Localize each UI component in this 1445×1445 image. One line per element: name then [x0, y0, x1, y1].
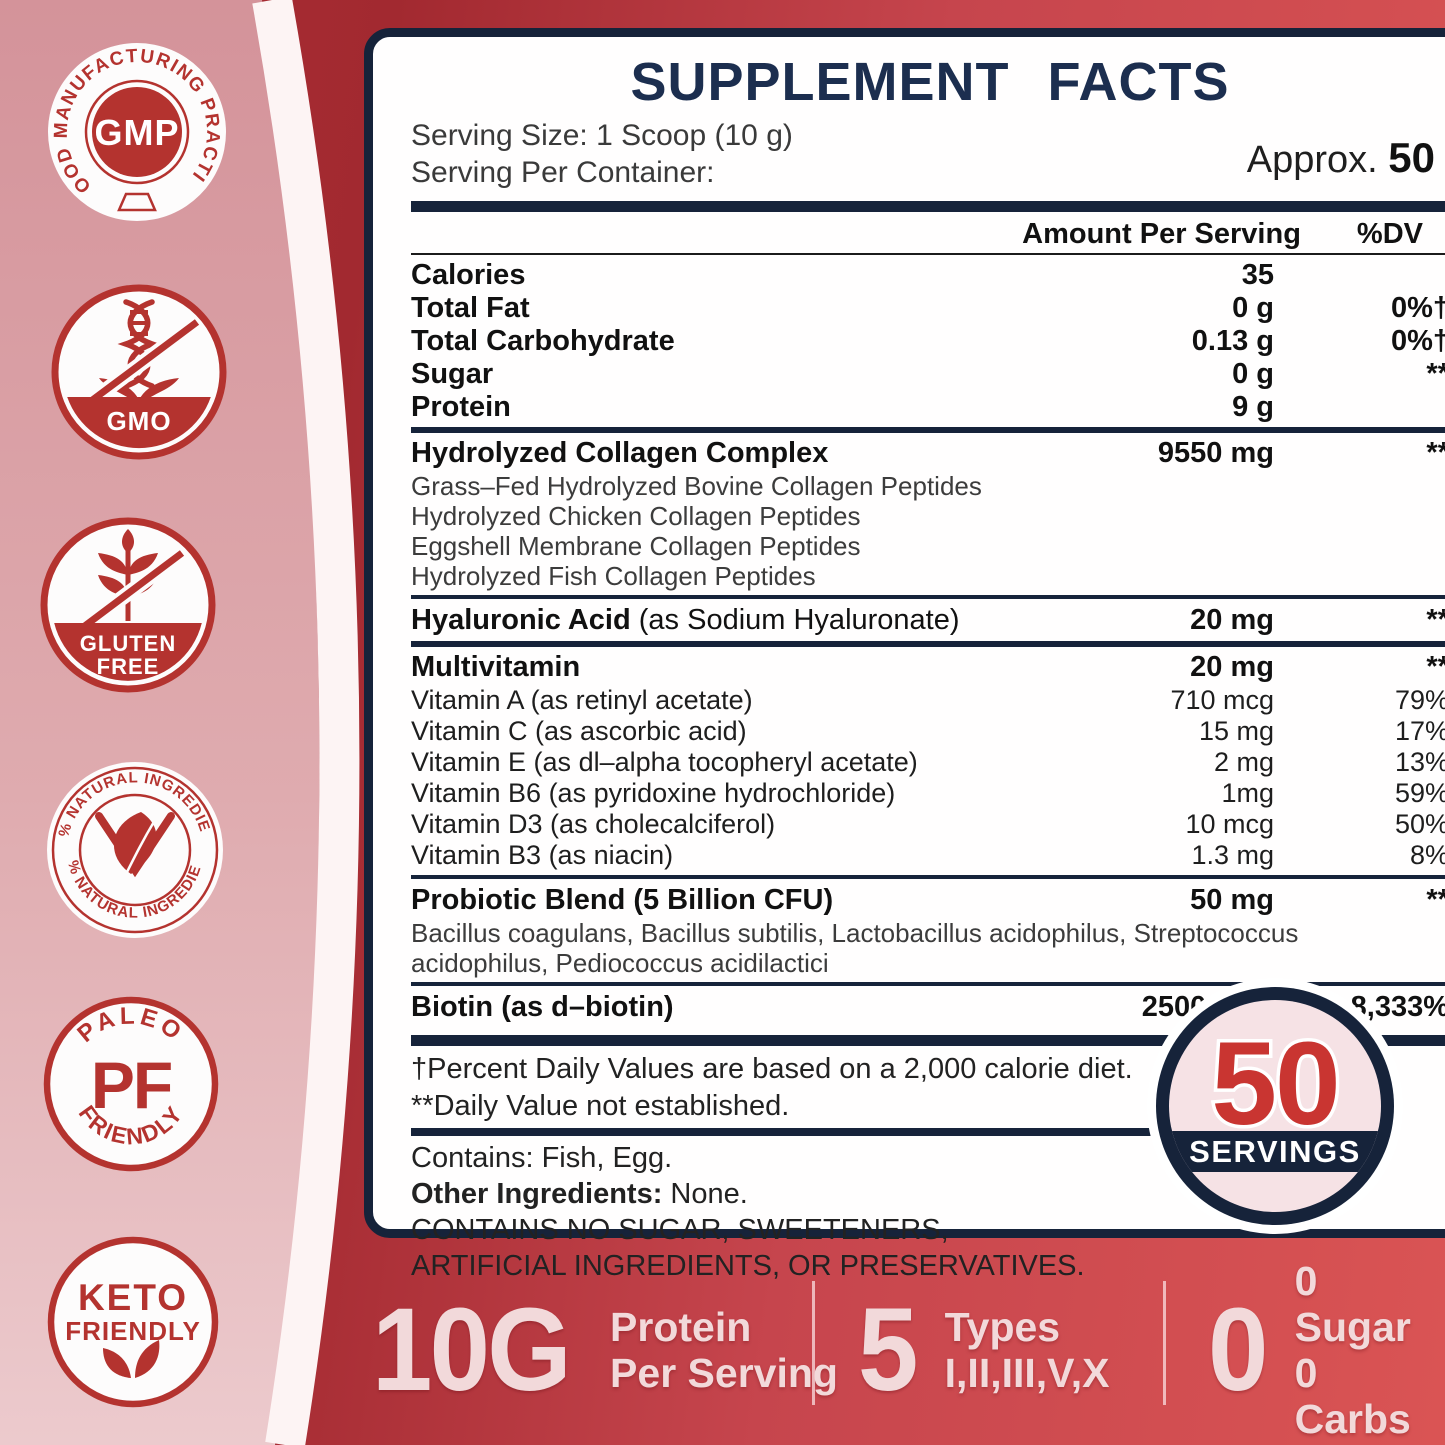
divider-thick — [411, 201, 1445, 212]
supplement-facts-panel: SUPPLEMENT FACTS Serving Size: 1 Scoop (… — [364, 28, 1445, 1282]
banner-types-value: 5 — [858, 1284, 918, 1416]
vitamin-row: Vitamin E (as dl–alpha tocopheryl acetat… — [411, 747, 1445, 777]
vitamin-row: Vitamin C (as ascorbic acid) 15 mg 17% — [411, 716, 1445, 746]
footnote-nde: **Daily Value not established. — [411, 1090, 790, 1122]
divider — [411, 427, 1445, 433]
vitamin-row: Vitamin A (as retinyl acetate) 710 mcg 79% — [411, 685, 1445, 715]
divider — [411, 595, 1445, 599]
keto-line1: KETO — [78, 1277, 188, 1318]
servings-count-badge: 50 SERVINGS — [1147, 978, 1403, 1234]
collagen-sub: Grass–Fed Hydrolyzed Bovine Collagen Pep… — [411, 471, 982, 501]
gluten-free-badge: GLUTEN FREE — [40, 517, 216, 693]
servings-value: 50 — [1388, 134, 1435, 181]
column-header: Amount Per Serving %DV — [411, 216, 1445, 252]
probiotic-sub: Bacillus coagulans, Bacillus subtilis, L… — [411, 918, 1299, 978]
vitamin-row: Vitamin B3 (as niacin)1.3 mg8% — [411, 840, 1445, 870]
servings-per-container: Serving Per Container: — [411, 156, 715, 189]
table-row: Protein 9 g — [411, 391, 1274, 423]
no-additives-claim: CONTAINS NO SUGAR, SWEETENERS, — [411, 1214, 949, 1246]
servings-approx: Approx. 50 — [1246, 134, 1435, 181]
banner-zero: 0 0 Sugar 0 Carbs — [1208, 1258, 1411, 1442]
vitamin-row: Vitamin D3 (as cholecalciferol) 10 mcg 50% — [411, 809, 1445, 839]
gmp-center-text: GMP — [94, 112, 179, 153]
col-dv-label: %DV — [1356, 218, 1423, 250]
banner-protein-value: 10G — [372, 1284, 572, 1416]
table-row: Total Carbohydrate 0.13 g 0%† — [411, 325, 1445, 357]
col-amount-label: Amount Per Serving — [1022, 218, 1301, 250]
natural-ingredients-badge: 100% NATURAL INGREDIENTS 100% NATURAL IN… — [47, 762, 223, 938]
other-ingredients: Other Ingredients: None. — [411, 1178, 748, 1210]
collagen-sub: Eggshell Membrane Collagen Peptides — [411, 531, 861, 561]
divider — [411, 982, 1445, 986]
servings-band — [1169, 1131, 1381, 1172]
serving-info: Serving Size: 1 Scoop (10 g) Serving Per… — [411, 117, 1445, 191]
banner-zero-value: 0 — [1208, 1284, 1268, 1416]
divider — [411, 875, 1445, 879]
servings-number: 50 — [1211, 1018, 1338, 1150]
keto-friendly-badge: KETO FRIENDLY — [47, 1236, 219, 1408]
vitamin-row: Vitamin B6 (as pyridoxine hydrochloride)… — [411, 778, 1445, 808]
paleo-center-text: PF — [91, 1048, 171, 1122]
divider-short — [411, 1128, 1194, 1136]
no-additives-claim2: ARTIFICIAL INGREDIENTS, OR PRESERVATIVES… — [411, 1250, 1085, 1282]
sprout-icon — [103, 1348, 131, 1378]
gmp-notch — [117, 192, 157, 212]
non-gmo-badge: GMO — [51, 284, 227, 460]
collagen-sub: Hydrolyzed Chicken Collagen Peptides — [411, 501, 861, 531]
divider — [411, 641, 1445, 647]
hyaluronic-row: Hyaluronic Acid (as Sodium Hyaluronate) 2… — [411, 604, 1445, 636]
bottom-banner: 10G Protein Per Serving 5 Types I,II,III,V… — [0, 1255, 1445, 1445]
servings-label: SERVINGS — [1189, 1134, 1361, 1169]
gluten-line1: GLUTEN — [80, 631, 176, 656]
keto-line2: FRIENDLY — [65, 1316, 201, 1346]
gmo-label: GMO — [106, 406, 171, 436]
banner-divider — [812, 1281, 815, 1405]
banner-protein: 10G Protein Per Serving — [372, 1284, 838, 1416]
table-row: Total Fat 0 g 0%† — [411, 292, 1445, 324]
collagen-sub: Hydrolyzed Fish Collagen Peptides — [411, 561, 816, 591]
paleo-friendly-badge: PALEO FRIENDLY PF — [43, 996, 219, 1172]
footnote-dv: †Percent Daily Values are based on a 2,0… — [411, 1053, 1133, 1085]
banner-divider — [1163, 1281, 1166, 1405]
allergen-statement: Contains: Fish, Egg. — [411, 1142, 673, 1174]
gluten-line2: FREE — [97, 654, 160, 679]
panel-title: SUPPLEMENT FACTS — [630, 52, 1230, 112]
probiotic-row: Probiotic Blend (5 Billion CFU)50 mg** — [411, 884, 1445, 916]
gmp-badge: GOOD MANUFACTURING PRACTICE GMP — [48, 43, 226, 221]
divider-hairline — [411, 253, 1445, 255]
divider-thick — [411, 1035, 1445, 1046]
banner-collagen-types: 5 Types I,II,III,V,X — [858, 1284, 1110, 1416]
table-row: Calories 35 — [411, 259, 1274, 291]
serving-size: Serving Size: 1 Scoop (10 g) — [411, 119, 793, 152]
